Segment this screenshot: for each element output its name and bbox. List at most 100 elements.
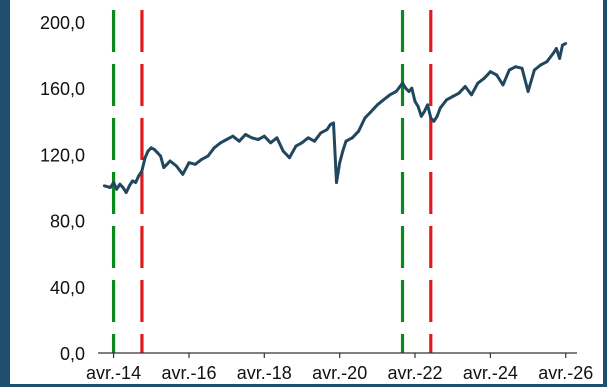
data-point <box>404 86 408 90</box>
data-point <box>419 114 423 118</box>
data-point <box>429 116 433 120</box>
data-point <box>410 86 414 90</box>
data-point <box>313 139 316 143</box>
data-point <box>416 105 420 108</box>
data-point <box>435 114 439 118</box>
data-point <box>244 133 247 136</box>
data-point <box>137 174 141 178</box>
data-point <box>288 156 291 160</box>
data-point <box>394 90 398 93</box>
data-point <box>206 154 210 158</box>
data-point <box>269 141 272 145</box>
data-point <box>407 90 411 93</box>
data-point <box>432 119 436 123</box>
y-axis-ticks: 0,0 40,0 80,0 120,0 160,0 200,0 <box>40 13 85 364</box>
data-point <box>426 103 429 107</box>
data-point <box>115 187 119 191</box>
data-point <box>350 136 354 140</box>
x-tick-label: avr.-26 <box>538 363 593 383</box>
data-point <box>156 151 159 155</box>
event-lines <box>111 10 433 353</box>
data-point <box>463 85 467 88</box>
data-point <box>514 65 517 69</box>
data-point <box>520 66 524 70</box>
data-point <box>143 156 147 160</box>
data-point <box>250 136 254 140</box>
data-point <box>193 162 197 166</box>
data-point <box>121 186 125 189</box>
data-point <box>470 93 473 97</box>
data-point <box>555 47 558 50</box>
data-point <box>212 146 216 150</box>
data-point <box>501 83 505 87</box>
data-point <box>281 149 285 153</box>
y-tick-label: 120,0 <box>40 145 85 165</box>
data-point <box>332 121 335 125</box>
data-point <box>231 134 235 138</box>
data-point <box>495 73 499 77</box>
data-point <box>341 149 345 153</box>
data-point <box>262 134 266 138</box>
data-point <box>134 181 138 184</box>
series-line-1 <box>103 42 567 194</box>
data-point <box>237 139 241 143</box>
series-layer <box>102 42 568 194</box>
data-point <box>526 90 530 93</box>
y-tick-label: 0,0 <box>60 344 85 364</box>
data-point <box>162 166 166 170</box>
data-point <box>489 70 492 74</box>
data-point <box>165 162 169 166</box>
x-tick-label: avr.-14 <box>86 363 141 383</box>
data-point <box>306 136 310 140</box>
data-point <box>363 116 367 120</box>
data-point <box>558 57 561 60</box>
data-point <box>256 138 260 141</box>
data-point <box>149 146 153 150</box>
y-tick-label: 200,0 <box>40 13 85 33</box>
x-tick-label: avr.-16 <box>161 363 216 383</box>
data-point <box>476 81 480 85</box>
chart-frame: avr.-14 avr.-16 avr.-18 avr.-20 avr.-22 avr.-… <box>10 0 603 384</box>
data-point <box>102 184 106 188</box>
data-point <box>118 182 122 186</box>
line-chart: avr.-14 avr.-16 avr.-18 avr.-20 avr.-22 avr.-… <box>40 10 593 383</box>
data-point <box>401 81 404 85</box>
data-point <box>413 100 417 103</box>
data-point <box>124 191 128 194</box>
data-point <box>335 181 338 184</box>
data-point <box>187 161 191 165</box>
data-point <box>369 110 373 113</box>
y-tick-label: 40,0 <box>50 278 85 298</box>
data-point <box>146 149 150 153</box>
data-point <box>445 98 448 102</box>
data-point <box>300 141 304 145</box>
data-point <box>328 123 332 126</box>
data-point <box>131 179 134 183</box>
data-point <box>325 128 329 132</box>
data-point <box>200 158 204 161</box>
data-point <box>561 43 564 47</box>
data-point <box>507 68 511 72</box>
data-point <box>357 129 360 133</box>
data-point <box>319 131 323 135</box>
data-point <box>109 186 112 189</box>
data-point <box>539 63 542 67</box>
data-point <box>451 95 455 98</box>
data-point <box>181 172 185 176</box>
x-tick-label: avr.-24 <box>463 363 518 383</box>
data-point <box>128 184 131 188</box>
data-point <box>382 98 385 102</box>
x-tick-label: avr.-18 <box>237 363 292 383</box>
data-point <box>338 161 342 165</box>
y-tick-label: 80,0 <box>50 212 85 232</box>
data-point <box>545 60 549 64</box>
data-point <box>438 106 442 110</box>
data-point <box>219 141 223 145</box>
data-point <box>152 148 156 151</box>
data-point <box>388 93 392 97</box>
data-point <box>564 42 568 45</box>
data-point <box>225 138 229 141</box>
x-axis-ticks: avr.-14 avr.-16 avr.-18 avr.-20 avr.-22 avr.-… <box>86 353 593 383</box>
data-point <box>533 68 536 72</box>
data-point <box>168 159 172 163</box>
